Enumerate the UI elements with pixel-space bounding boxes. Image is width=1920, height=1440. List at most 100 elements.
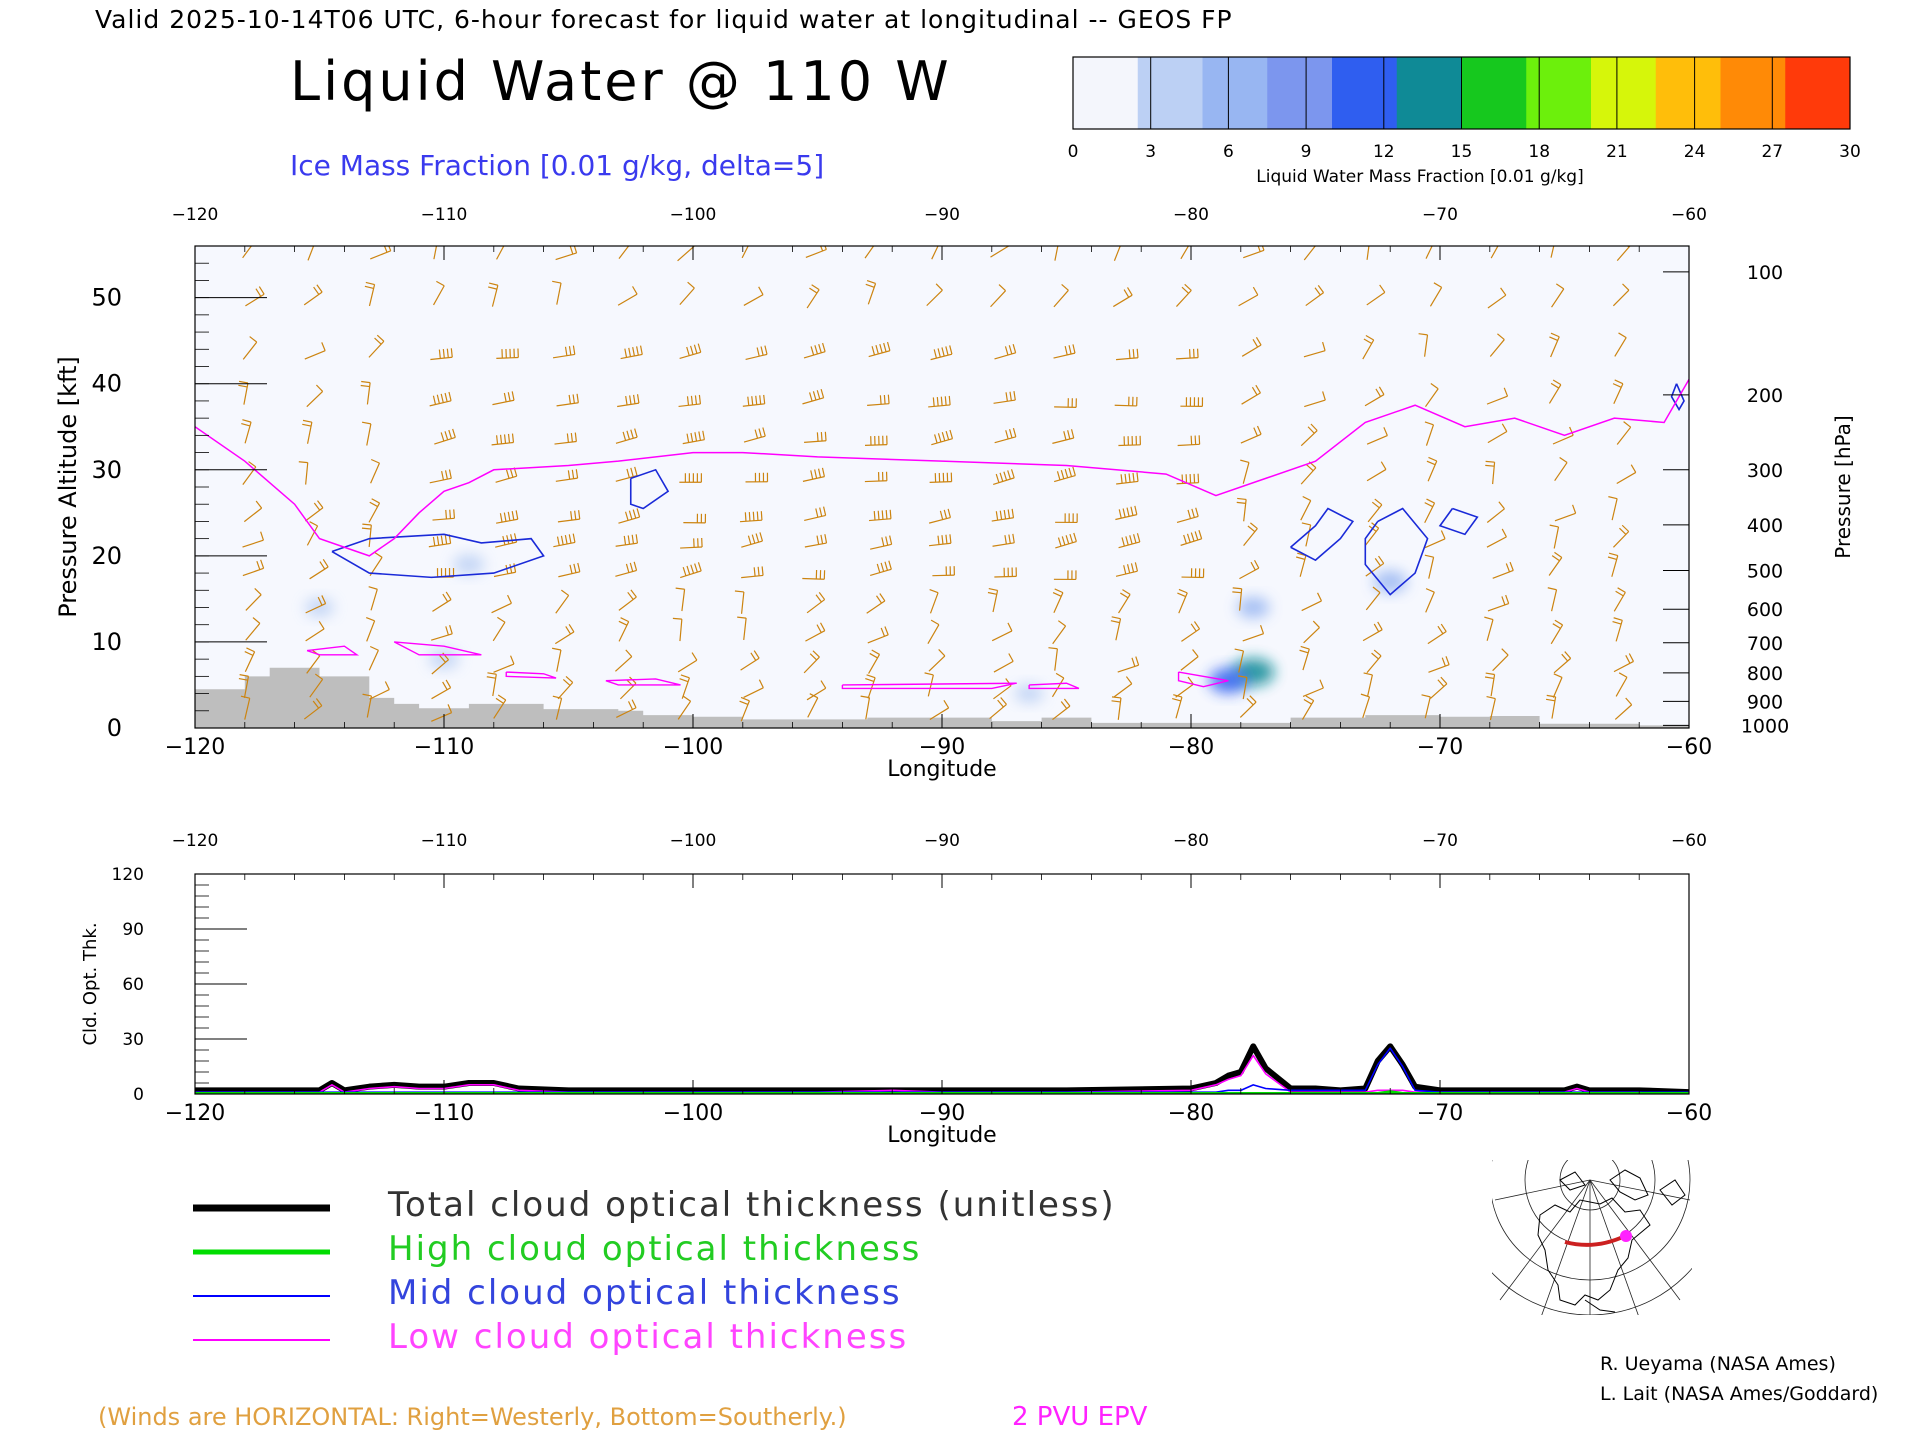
wind-barb-flag (436, 280, 445, 287)
wind-barb-flag (1056, 471, 1061, 481)
wind-barb (618, 508, 641, 524)
wind-barb (552, 280, 562, 305)
wind-barb-staff (1175, 683, 1194, 698)
wind-barb-flag (318, 621, 325, 630)
wind-barb-flag (1186, 533, 1191, 543)
wind-barb-staff (1424, 388, 1439, 408)
wind-barb (617, 286, 638, 306)
wind-barb-staff (366, 423, 372, 446)
wind-barb-flag (1373, 623, 1380, 632)
wind-barb-staff (928, 655, 946, 672)
wind-barb-flag (1424, 554, 1434, 558)
wind-barb-flag (625, 395, 628, 406)
wind-barb (431, 625, 453, 641)
wind-barb-flag (1296, 556, 1306, 560)
wind-barb (928, 534, 952, 547)
wind-barb-flag (1501, 423, 1508, 432)
wind-barb (1176, 348, 1199, 360)
wind-barb-flag (1126, 564, 1131, 574)
wind-barb-flag (812, 391, 817, 401)
wind-barb-flag (632, 346, 635, 357)
wind-barb-staff (306, 655, 321, 674)
wind-barb-staff (1051, 677, 1065, 698)
wind-barb-flag (449, 625, 453, 635)
wind-barb-flag (929, 588, 939, 594)
wind-barb-flag (362, 523, 372, 526)
wind-barb-flag (758, 428, 762, 438)
wind-barb (493, 694, 507, 719)
wind-barb (1113, 246, 1121, 261)
wind-barb-flag (930, 619, 940, 626)
wind-barb-flag (1172, 697, 1182, 702)
wind-barb-staff (243, 507, 263, 523)
wind-barb-flag (1133, 534, 1137, 544)
wind-barb-flag (238, 384, 248, 388)
wind-barb-flag (747, 396, 750, 406)
wind-barb-flag (1299, 649, 1309, 654)
wind-barb-flag (1426, 460, 1436, 466)
wind-barb-flag (949, 534, 952, 544)
wind-barb-flag (1607, 556, 1617, 561)
low-xtick-label: −120 (165, 1101, 225, 1126)
wind-barb-flag (884, 561, 889, 571)
wind-barb-flag (570, 511, 573, 521)
wind-barb-flag (759, 532, 764, 542)
wind-barb-staff (679, 619, 683, 642)
wind-barb-staff (1614, 337, 1627, 357)
wind-barb (1242, 624, 1265, 642)
wind-barb-flag (1136, 472, 1139, 482)
wind-barb (1615, 672, 1628, 697)
wind-barb (243, 500, 263, 523)
liquid-water-blob (304, 598, 335, 617)
wind-barb (615, 534, 639, 547)
wind-barb (1362, 621, 1383, 642)
wind-barb-flag (258, 286, 265, 295)
wind-barb (551, 647, 562, 672)
wind-barb-flag (1132, 472, 1135, 482)
wind-barb-flag (562, 678, 571, 686)
wind-barb-flag (698, 431, 702, 441)
wind-barb-staff (743, 618, 747, 641)
wind-barb-flag (756, 511, 759, 521)
wind-barb-flag (574, 510, 577, 520)
wind-barb-flag (302, 423, 312, 427)
wind-barb-flag (1136, 348, 1139, 358)
optical-thickness-axes: −120 −120 −110 −110 −100 −100 −90 −90 −80 −80 −70 −… (112, 831, 1713, 1126)
wind-barb-flag (552, 280, 562, 284)
wind-barb (1111, 696, 1122, 720)
wind-barb-flag (575, 469, 579, 479)
wind-barb-staff (1114, 404, 1137, 407)
wind-barb-flag (1131, 657, 1136, 667)
wind-barb (682, 430, 705, 445)
wind-barb (864, 471, 888, 483)
wind-barb-staff (366, 620, 376, 642)
wind-barb (244, 647, 256, 672)
wind-barb-flag (879, 395, 882, 405)
wind-barb (1301, 592, 1323, 612)
wind-barb-flag (879, 593, 886, 602)
wind-barb-staff (802, 577, 825, 580)
wind-barb (1118, 589, 1131, 614)
wind-barb-flag (254, 587, 262, 596)
wind-barb-staff (932, 574, 955, 577)
wind-barb-staff (496, 246, 505, 260)
main-ytick-label: 30 (91, 456, 122, 484)
wind-barb (1118, 435, 1141, 447)
wind-barb-staff (1487, 294, 1507, 309)
main-top-xtick-label: −90 (924, 205, 960, 225)
wind-barb-flag (1559, 456, 1568, 464)
wind-barb-flag (865, 283, 875, 288)
wind-barb (552, 695, 563, 720)
wind-barb-flag (1232, 591, 1242, 594)
wind-barb-staff (1052, 625, 1067, 645)
wind-barb-flag (1064, 468, 1069, 478)
wind-barb-flag (639, 345, 643, 355)
wind-barb-staff (1305, 524, 1312, 547)
wind-barb-staff (1425, 424, 1435, 446)
wind-barb-flag (1554, 619, 1563, 626)
wind-barb-flag (1378, 555, 1385, 564)
wind-barb-staff (1243, 528, 1258, 547)
wind-barb-flag (820, 388, 825, 398)
wind-barb-flag (1561, 653, 1569, 662)
wind-barb-staff (1366, 435, 1388, 445)
